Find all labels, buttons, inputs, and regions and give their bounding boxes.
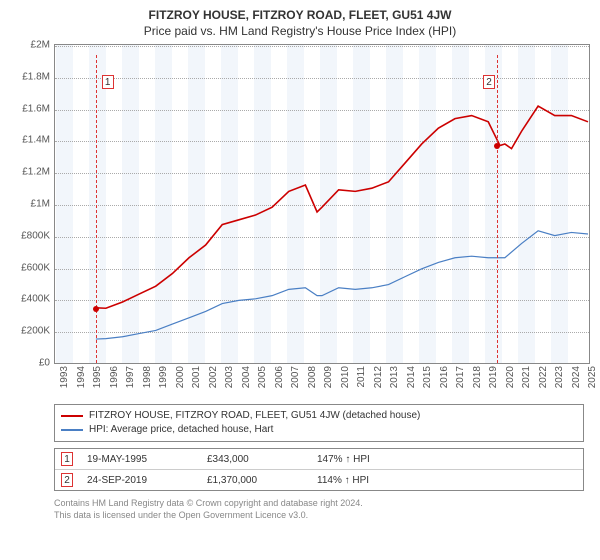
sale-price: £1,370,000 [207,475,317,486]
x-tick-label: 2016 [439,366,450,388]
chart-subtitle: Price paid vs. HM Land Registry's House … [10,24,590,38]
sales-table: 1 19-MAY-1995£343,000147% ↑ HPI 2 24-SEP-20… [54,448,584,491]
x-tick-label: 1994 [76,366,87,388]
legend: FITZROY HOUSE, FITZROY ROAD, FLEET, GU51… [54,404,584,442]
sale-marker-box: 2 [483,75,495,89]
x-tick-label: 2024 [571,366,582,388]
footer: Contains HM Land Registry data © Crown c… [54,497,590,521]
y-tick-label: £600K [21,262,50,273]
chart-svg [55,45,589,363]
x-tick-label: 2002 [208,366,219,388]
legend-label: HPI: Average price, detached house, Hart [89,423,273,437]
x-tick-label: 2022 [538,366,549,388]
x-tick-label: 2005 [257,366,268,388]
series-hpi [96,231,588,339]
y-axis: £0£200K£400K£600K£800K£1M£1.2M£1.4M£1.6M… [10,44,54,364]
x-tick-label: 2018 [472,366,483,388]
x-axis: 1993 1994 1995 1996 1997 1998 1999 2000 2001 2002… [54,364,584,400]
x-tick-label: 2004 [241,366,252,388]
x-tick-label: 2017 [455,366,466,388]
sale-num-box: 2 [61,473,73,487]
sale-delta: 114% ↑ HPI [317,475,427,486]
x-tick-label: 2000 [175,366,186,388]
legend-swatch [61,429,83,431]
y-tick-label: £1.4M [22,135,50,146]
x-tick-label: 2025 [587,366,598,388]
chart-container: FITZROY HOUSE, FITZROY ROAD, FLEET, GU51… [0,0,600,527]
y-tick-label: £0 [39,358,50,369]
x-tick-label: 2012 [373,366,384,388]
x-tick-label: 2008 [307,366,318,388]
series-property [96,106,588,308]
sale-num-box: 1 [61,452,73,466]
x-tick-label: 2010 [340,366,351,388]
x-tick-label: 2009 [323,366,334,388]
sale-marker-line [497,55,498,363]
x-tick-label: 2001 [191,366,202,388]
plot-area: 12 [54,44,590,364]
y-tick-label: £1.2M [22,167,50,178]
sale-marker-box: 1 [102,75,114,89]
footer-line-1: Contains HM Land Registry data © Crown c… [54,497,590,509]
sale-price: £343,000 [207,454,317,465]
x-tick-label: 1998 [142,366,153,388]
x-tick-label: 1996 [109,366,120,388]
x-tick-label: 2003 [224,366,235,388]
sale-marker-dot [494,143,500,149]
x-tick-label: 2011 [356,366,367,388]
sale-row: 1 19-MAY-1995£343,000147% ↑ HPI [55,449,583,469]
y-tick-label: £400K [21,294,50,305]
sale-marker-line [96,55,97,363]
y-tick-label: £2M [31,40,50,51]
sale-row: 2 24-SEP-2019£1,370,000114% ↑ HPI [55,469,583,490]
x-tick-label: 2019 [488,366,499,388]
sale-date: 24-SEP-2019 [87,475,207,486]
sale-marker-dot [93,306,99,312]
x-tick-label: 1997 [125,366,136,388]
x-tick-label: 2023 [554,366,565,388]
x-tick-label: 2013 [389,366,400,388]
chart-title: FITZROY HOUSE, FITZROY ROAD, FLEET, GU51… [10,8,590,22]
legend-label: FITZROY HOUSE, FITZROY ROAD, FLEET, GU51… [89,409,420,423]
x-tick-label: 2014 [406,366,417,388]
x-tick-label: 2021 [521,366,532,388]
x-tick-label: 2020 [505,366,516,388]
footer-line-2: This data is licensed under the Open Gov… [54,509,590,521]
y-tick-label: £200K [21,326,50,337]
x-tick-label: 1999 [158,366,169,388]
x-tick-label: 1995 [92,366,103,388]
sale-date: 19-MAY-1995 [87,454,207,465]
x-tick-label: 2015 [422,366,433,388]
x-tick-label: 2007 [290,366,301,388]
legend-swatch [61,415,83,417]
y-tick-label: £1M [31,199,50,210]
y-tick-label: £1.8M [22,71,50,82]
legend-row: HPI: Average price, detached house, Hart [61,423,577,437]
y-tick-label: £1.6M [22,103,50,114]
legend-row: FITZROY HOUSE, FITZROY ROAD, FLEET, GU51… [61,409,577,423]
x-tick-label: 1993 [59,366,70,388]
sale-delta: 147% ↑ HPI [317,454,427,465]
x-tick-label: 2006 [274,366,285,388]
y-tick-label: £800K [21,230,50,241]
